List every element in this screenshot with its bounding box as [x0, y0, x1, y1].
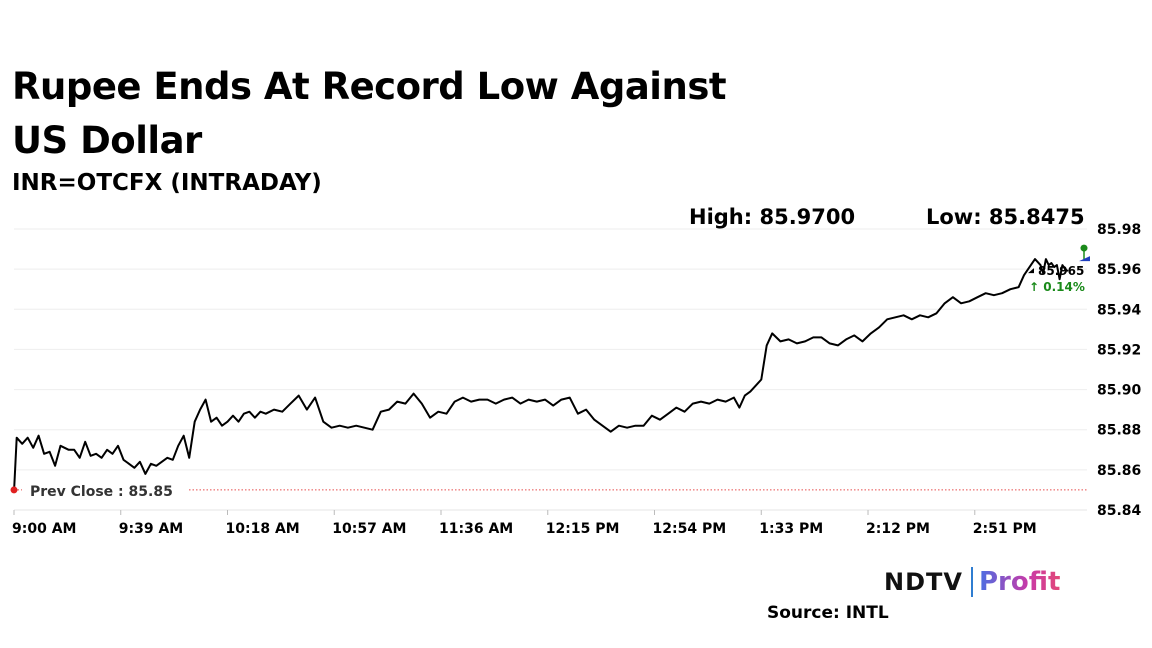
y-tick-label: 85.94 [1097, 302, 1142, 318]
chart-title: Rupee Ends At Record Low Against US Doll… [12, 65, 727, 162]
y-tick-label: 85.84 [1097, 503, 1142, 519]
brand-divider [970, 567, 973, 597]
x-tick-label: 1:33 PM [759, 521, 823, 537]
change-label: ↑ 0.14% [1029, 280, 1085, 294]
y-tick-label: 85.86 [1097, 463, 1141, 479]
x-tick-label: 2:51 PM [973, 521, 1037, 537]
x-tick-label: 10:57 AM [332, 521, 406, 537]
y-tick-label: 85.90 [1097, 383, 1142, 399]
y-tick-label: 85.96 [1097, 262, 1141, 278]
x-tick-label: 11:36 AM [439, 521, 513, 537]
low-stat: Low: 85.8475 [926, 205, 1085, 229]
axis-layer: 85.84 85.86 85.88 85.90 85.92 85.94 85.96 85.98… [12, 222, 1142, 537]
x-tick-label: 9:00 AM [12, 521, 76, 537]
x-tick-label: 12:54 PM [653, 521, 727, 537]
prev-close-label: Prev Close : 85.85 [30, 484, 173, 500]
x-tick-label: 10:18 AM [226, 521, 300, 537]
price-line [13, 258, 1069, 492]
marker-layer [10, 244, 1090, 494]
last-value-pointer [1028, 268, 1034, 274]
chart-subtitle: INR=OTCFX (INTRADAY) [12, 170, 322, 196]
y-tick-label: 85.92 [1097, 342, 1141, 358]
x-tick-label: 2:12 PM [866, 521, 930, 537]
brand-profit: Profit [978, 567, 1061, 597]
grid-layer [14, 228, 1087, 511]
brand-ndtv: NDTV [884, 568, 963, 596]
x-tick-label: 9:39 AM [119, 521, 183, 537]
ndtv-profit-logo: NDTV Profit [884, 564, 1060, 600]
series-layer [13, 258, 1069, 492]
y-tick-label: 85.88 [1097, 423, 1141, 439]
prev-close-dot [10, 486, 18, 494]
high-marker-dot [1080, 244, 1088, 252]
y-tick-label: 85.98 [1097, 222, 1141, 238]
high-stat: High: 85.9700 [689, 205, 856, 229]
last-price-flag [1079, 256, 1090, 262]
x-tick-label: 12:15 PM [546, 521, 620, 537]
source-note: Source: INTL [767, 603, 889, 623]
prev-close-label-bg [22, 478, 188, 499]
